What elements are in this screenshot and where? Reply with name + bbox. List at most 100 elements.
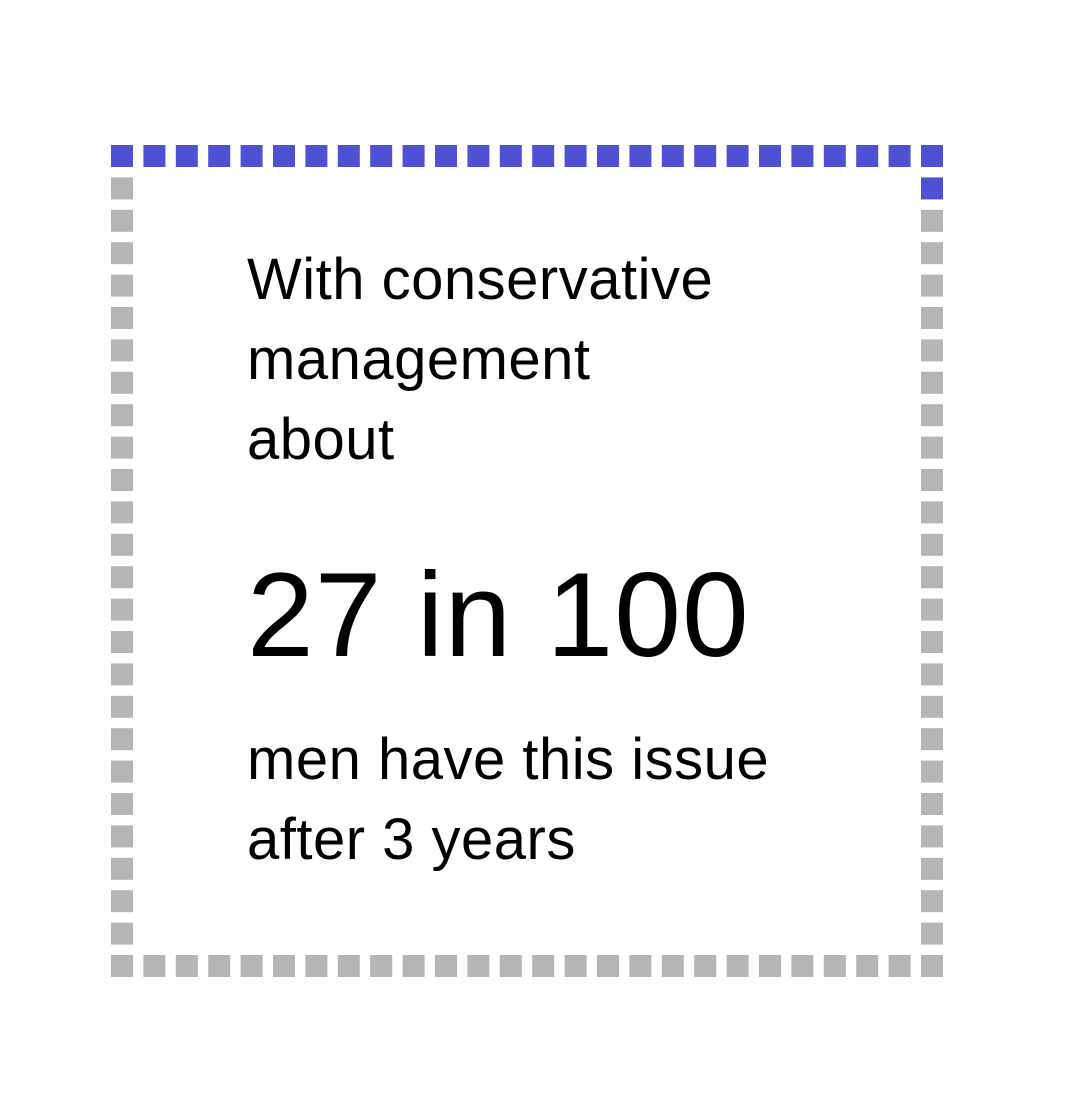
square xyxy=(370,955,393,977)
square xyxy=(759,955,781,977)
highlighted-square xyxy=(499,145,522,167)
square xyxy=(111,922,133,945)
square xyxy=(240,955,263,977)
square xyxy=(921,533,943,556)
highlighted-square xyxy=(273,145,295,167)
square xyxy=(111,209,133,232)
square xyxy=(143,955,166,977)
square xyxy=(175,955,198,977)
square xyxy=(921,501,943,524)
highlighted-square xyxy=(856,145,879,167)
square xyxy=(921,857,943,880)
outro-line-2: after 3 years xyxy=(247,807,576,872)
intro-line-3: about xyxy=(247,407,395,472)
square xyxy=(921,598,943,621)
square xyxy=(111,760,133,783)
square xyxy=(273,955,295,977)
square xyxy=(111,566,133,589)
square xyxy=(856,955,879,977)
highlighted-square xyxy=(921,145,943,167)
square xyxy=(305,955,328,977)
square xyxy=(111,469,133,491)
square xyxy=(921,728,943,751)
highlighted-square xyxy=(661,145,684,167)
square xyxy=(921,209,943,232)
highlighted-square xyxy=(694,145,717,167)
highlighted-square xyxy=(175,145,198,167)
square xyxy=(921,242,943,265)
square xyxy=(111,339,133,362)
square xyxy=(921,890,943,913)
highlighted-square xyxy=(305,145,328,167)
highlighted-square xyxy=(726,145,749,167)
square xyxy=(435,955,457,977)
square xyxy=(921,566,943,589)
square xyxy=(921,274,943,297)
highlighted-square xyxy=(208,145,231,167)
square xyxy=(111,177,133,200)
highlighted-square xyxy=(240,145,263,167)
highlighted-square xyxy=(791,145,814,167)
highlighted-square xyxy=(143,145,166,167)
square xyxy=(921,469,943,491)
risk-figure: 27 in 100 xyxy=(247,548,750,682)
square xyxy=(921,404,943,427)
square xyxy=(532,955,555,977)
square xyxy=(111,955,133,977)
square xyxy=(111,857,133,880)
square xyxy=(208,955,231,977)
highlighted-square xyxy=(370,145,393,167)
highlighted-square xyxy=(402,145,425,167)
square xyxy=(111,695,133,718)
highlighted-square xyxy=(921,177,943,200)
square xyxy=(499,955,522,977)
square xyxy=(564,955,587,977)
square xyxy=(921,307,943,329)
intro-line-2: management xyxy=(247,327,591,392)
outro-text: men have this issue after 3 years xyxy=(247,720,769,880)
intro-line-1: With conservative xyxy=(247,247,714,312)
highlighted-square xyxy=(111,145,133,167)
square xyxy=(921,663,943,686)
highlighted-square xyxy=(467,145,490,167)
square xyxy=(111,533,133,556)
square xyxy=(402,955,425,977)
square xyxy=(111,371,133,394)
square xyxy=(111,242,133,265)
square xyxy=(921,436,943,459)
highlighted-square xyxy=(823,145,846,167)
square xyxy=(111,890,133,913)
square xyxy=(661,955,684,977)
square xyxy=(823,955,846,977)
highlighted-square xyxy=(597,145,619,167)
highlighted-square xyxy=(564,145,587,167)
square xyxy=(111,631,133,653)
square xyxy=(111,825,133,848)
square xyxy=(111,436,133,459)
square xyxy=(921,922,943,945)
square xyxy=(921,793,943,815)
highlighted-square xyxy=(629,145,652,167)
square xyxy=(921,760,943,783)
square xyxy=(888,955,911,977)
square xyxy=(726,955,749,977)
square xyxy=(921,371,943,394)
highlighted-square xyxy=(888,145,911,167)
square xyxy=(694,955,717,977)
highlighted-square xyxy=(532,145,555,167)
square xyxy=(921,825,943,848)
square xyxy=(111,793,133,815)
square xyxy=(111,274,133,297)
highlighted-square xyxy=(759,145,781,167)
square xyxy=(111,307,133,329)
square xyxy=(111,728,133,751)
square xyxy=(111,501,133,524)
square xyxy=(467,955,490,977)
highlighted-square xyxy=(435,145,457,167)
square xyxy=(111,598,133,621)
square xyxy=(629,955,652,977)
square xyxy=(111,404,133,427)
square xyxy=(337,955,360,977)
intro-text: With conservative management about xyxy=(247,240,713,480)
